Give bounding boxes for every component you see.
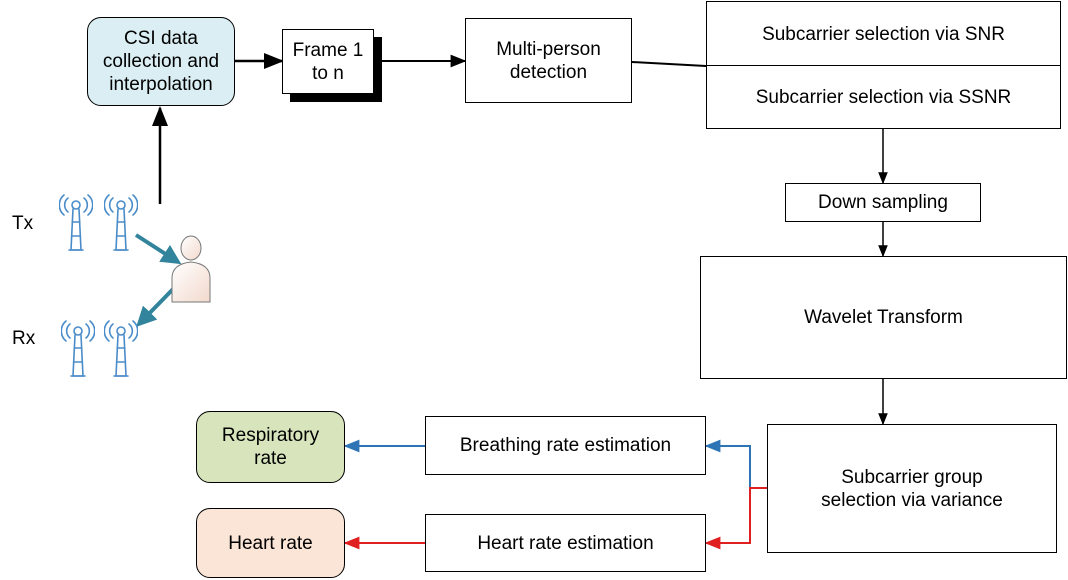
heart-rate-box: Heart rate (196, 508, 345, 578)
subcarrier-snr-box: Subcarrier selection via SNR (706, 1, 1061, 67)
subcarrier-ssnr-box: Subcarrier selection via SSNR (706, 65, 1061, 129)
breathing-rate-estimation-box: Breathing rate estimation (425, 416, 706, 475)
line-detection-to-subcarrier (631, 61, 707, 67)
antenna-icon (104, 320, 138, 377)
signal-arrow-tx (134, 233, 182, 265)
arrow-group-to-heart (704, 487, 767, 550)
multi-person-detection-box: Multi-person detection (465, 18, 632, 103)
signal-arrow-rx (136, 284, 178, 327)
antenna-icon (61, 320, 95, 377)
csi-collection-box: CSI data collection and interpolation (87, 17, 235, 106)
arrow-group-to-breath (704, 439, 767, 489)
tx-label: Tx (12, 213, 34, 234)
rx-label: Rx (12, 328, 36, 349)
frames-box: Frame 1 to n (282, 29, 374, 94)
heart-rate-estimation-box: Heart rate estimation (425, 514, 706, 572)
respiratory-rate-box: Respiratory rate (196, 411, 345, 483)
person-icon (171, 235, 211, 303)
antenna-icon (104, 194, 138, 251)
down-sampling-box: Down sampling (785, 183, 981, 222)
antenna-icon (59, 194, 93, 251)
subcarrier-group-box: Subcarrier group selection via variance (767, 424, 1057, 553)
wavelet-transform-box: Wavelet Transform (700, 256, 1067, 379)
